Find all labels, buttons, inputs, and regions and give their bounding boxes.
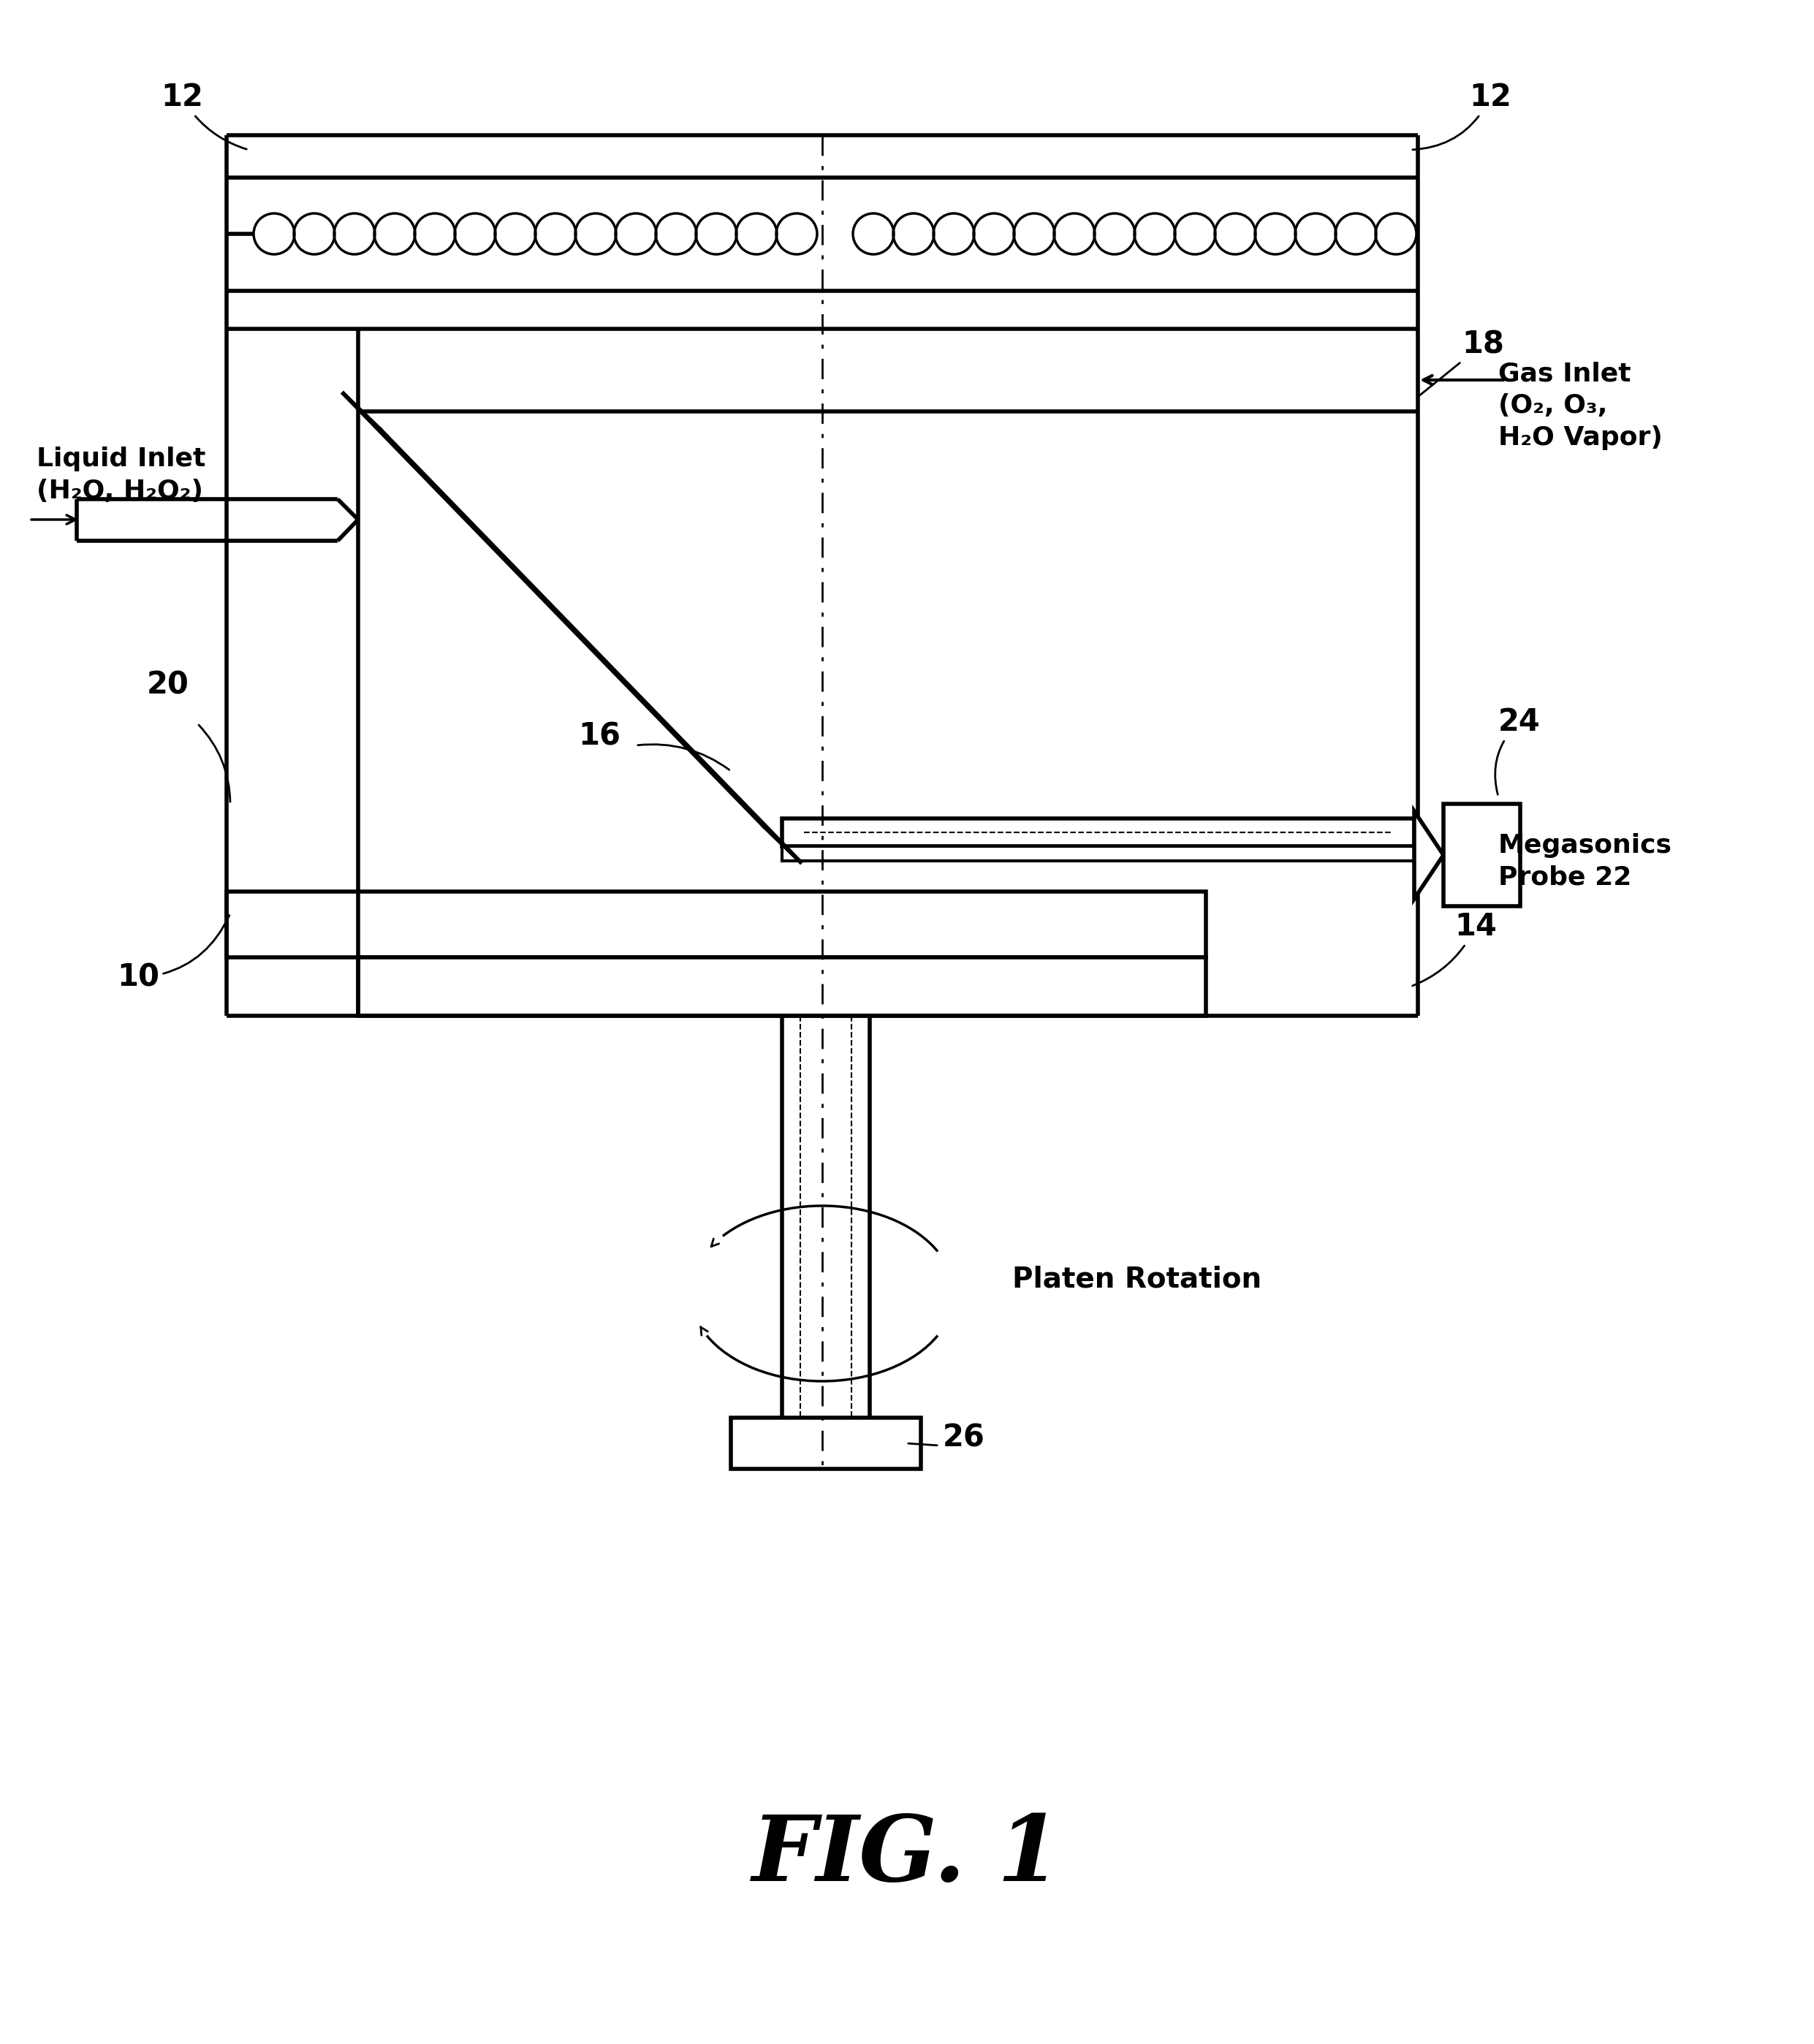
Text: FIG. 1: FIG. 1 [753,1811,1061,1901]
Bar [782,846,1415,861]
Bar [227,891,1206,957]
Text: 18: 18 [1419,329,1504,397]
Bar [782,818,1415,846]
Text: Gas Inlet
(O₂, O₃,
H₂O Vapor): Gas Inlet (O₂, O₃, H₂O Vapor) [1498,362,1663,450]
Text: 26: 26 [943,1423,985,1453]
Text: Megasonics
Probe 22: Megasonics Probe 22 [1498,834,1673,889]
Text: 12: 12 [1413,82,1511,149]
Polygon shape [1415,811,1444,899]
Text: Platen Rotation: Platen Rotation [1012,1265,1261,1292]
Bar [357,957,1206,1016]
Text: 20: 20 [147,670,189,701]
Text: 10: 10 [116,916,229,993]
Text: 24: 24 [1495,707,1540,795]
Bar [731,1419,922,1470]
Text: 12: 12 [161,82,247,149]
Bar [1444,803,1520,905]
Text: Liquid Inlet
(H₂O, H₂O₂): Liquid Inlet (H₂O, H₂O₂) [36,448,205,503]
Text: 14: 14 [1413,912,1497,985]
Text: 16: 16 [579,722,620,752]
